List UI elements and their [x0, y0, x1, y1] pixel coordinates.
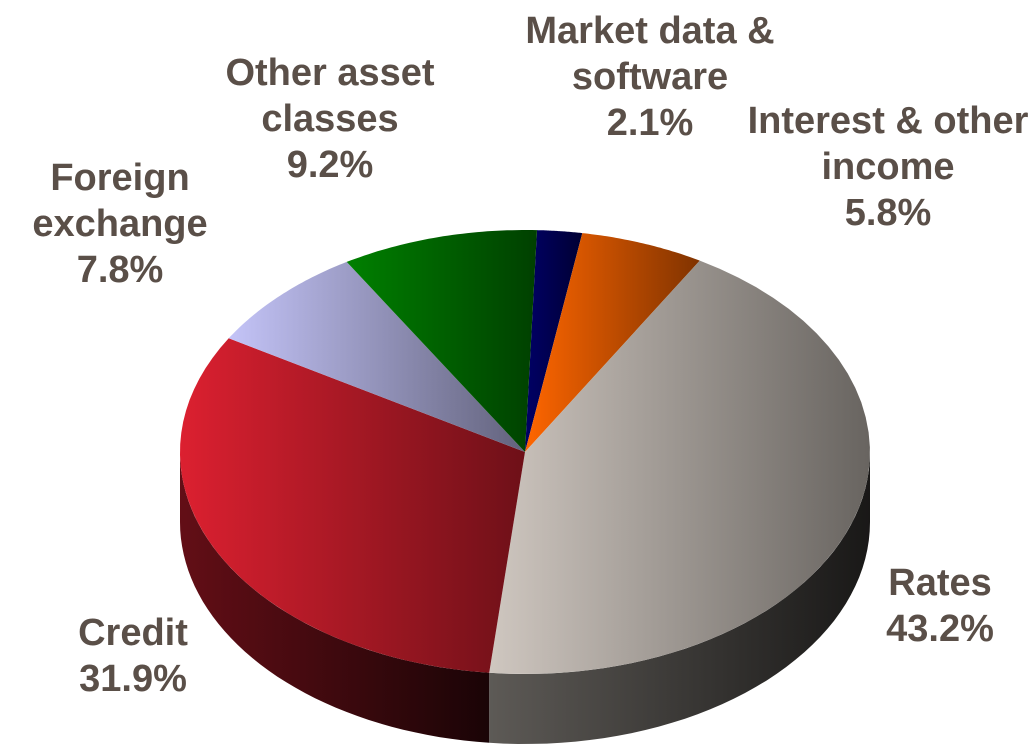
- slice-label: Foreign exchange 7.8%: [15, 155, 225, 293]
- category-label: Other asset classes: [225, 52, 435, 140]
- slice: [346, 230, 537, 452]
- value-label: 43.2%: [886, 608, 994, 650]
- category-label: Rates: [888, 562, 992, 604]
- slice-side: [489, 452, 870, 744]
- slice: [525, 233, 700, 452]
- category-label: Market data & software: [525, 10, 775, 98]
- slice: [489, 260, 870, 674]
- slice-label: Other asset classes 9.2%: [200, 50, 460, 188]
- slice-label: Market data & software 2.1%: [490, 8, 810, 146]
- pie-tops: [180, 230, 870, 674]
- pie-sides: [180, 452, 870, 744]
- category-label: Interest & other income: [747, 100, 1029, 188]
- slice-label: Interest & other income 5.8%: [738, 98, 1031, 236]
- category-label: Credit: [78, 612, 188, 654]
- slice-side: [180, 452, 490, 743]
- slice: [228, 261, 525, 452]
- category-label: Foreign exchange: [32, 157, 208, 245]
- slice-label: Rates 43.2%: [840, 560, 1031, 652]
- value-label: 31.9%: [79, 658, 187, 700]
- value-label: 7.8%: [76, 249, 164, 291]
- slice-label: Credit 31.9%: [33, 610, 233, 702]
- value-label: 2.1%: [606, 102, 694, 144]
- slice: [180, 338, 525, 673]
- value-label: 9.2%: [286, 144, 374, 186]
- value-label: 5.8%: [844, 192, 932, 234]
- slice: [525, 230, 583, 452]
